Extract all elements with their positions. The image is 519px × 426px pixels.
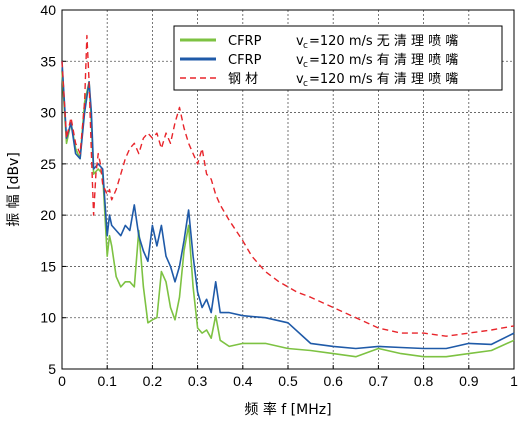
x-tick-label: 0.4 [233, 373, 253, 389]
y-tick-label: 5 [48, 361, 56, 377]
legend-velocity-symbol: v [296, 34, 304, 49]
x-tick-label: 0.5 [278, 373, 298, 389]
legend-velocity-symbol: v [296, 53, 304, 68]
legend-condition: =120 m/s 有 清 理 喷 嘴 [309, 72, 458, 87]
legend-condition: =120 m/s 无 清 理 喷 嘴 [309, 34, 458, 49]
y-tick-label: 25 [40, 156, 56, 172]
series-line-1 [61, 71, 515, 358]
x-tick-label: 1 [510, 373, 518, 389]
y-tick-label: 30 [40, 105, 56, 121]
x-tick-label: 0.3 [188, 373, 208, 389]
legend-series-name: 钢 材 [228, 72, 258, 87]
legend-velocity-subscript: c [303, 60, 308, 70]
legend-velocity-symbol: v [296, 72, 304, 87]
series-lines [61, 34, 515, 358]
legend-series-name: CFRP [228, 34, 262, 49]
legend-box [173, 25, 503, 91]
x-tick-label: 0.2 [143, 373, 163, 389]
y-tick-label: 15 [40, 258, 56, 274]
axis-ticks: 0 0.1 0.2 0.3 0.4 0.5 0.6 0.7 0.8 0.9 151015202530… [40, 2, 518, 389]
legend-condition: =120 m/s 有 清 理 喷 嘴 [309, 53, 458, 68]
y-tick-label: 10 [40, 310, 56, 326]
x-tick-label: 0.1 [97, 373, 117, 389]
legend-velocity-subscript: c [303, 79, 308, 89]
y-tick-label: 20 [40, 207, 56, 223]
legend-series-name: CFRP [228, 53, 262, 68]
legend-velocity-subscript: c [303, 41, 308, 51]
y-axis-label: 振 幅 [dBv] [6, 152, 22, 227]
y-tick-label: 40 [40, 2, 56, 18]
x-tick-label: 0.8 [414, 373, 434, 389]
x-tick-label: 0 [58, 373, 66, 389]
x-tick-label: 0.9 [459, 373, 479, 389]
x-tick-label: 0.6 [323, 373, 343, 389]
x-tick-label: 0.7 [369, 373, 389, 389]
series-line-3 [61, 34, 515, 337]
series-line-2 [61, 61, 515, 350]
x-axis-label: 频 率 f [MHz] [244, 401, 331, 418]
y-tick-label: 35 [40, 53, 56, 69]
